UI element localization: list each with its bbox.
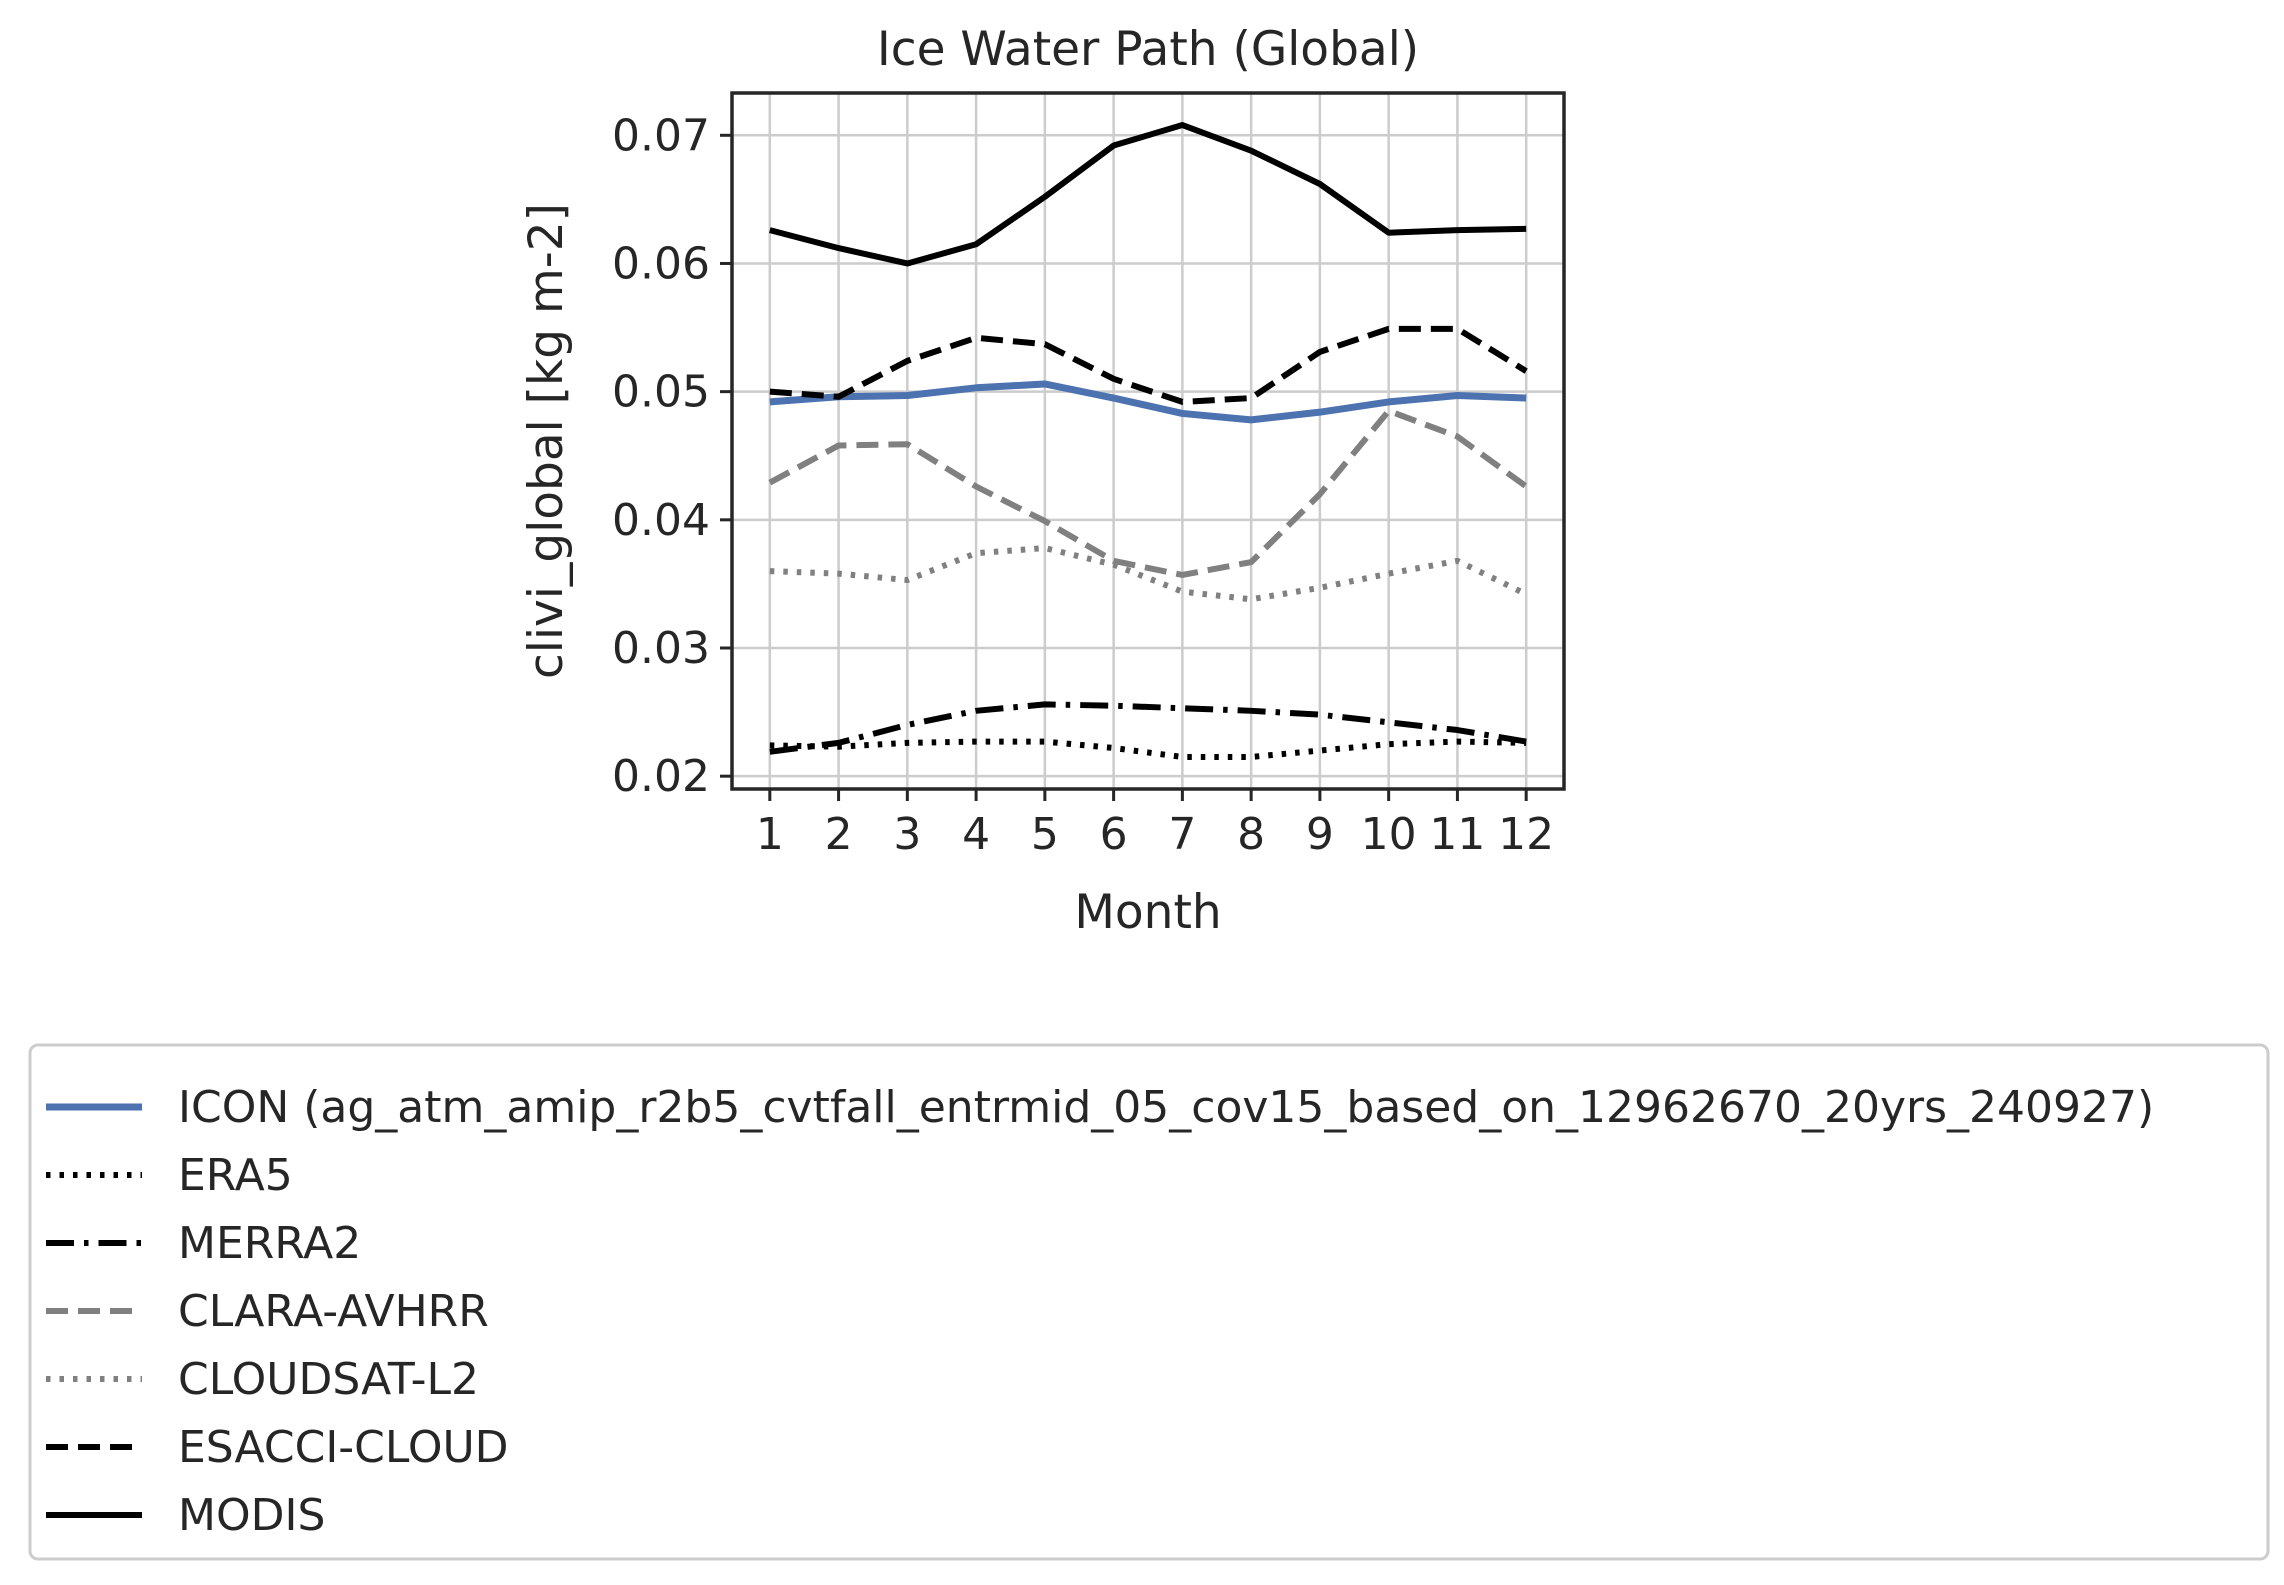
grid-lines <box>732 93 1564 789</box>
y-axis-label: clivi_global [kg m-2] <box>519 203 574 679</box>
x-tick-label: 12 <box>1498 809 1554 860</box>
x-tick-label: 8 <box>1237 809 1265 860</box>
series-line-cloudsat-l2 <box>769 545 1528 603</box>
x-tick-label: 10 <box>1361 809 1417 860</box>
y-tick-label: 0.07 <box>612 110 710 161</box>
x-tick-label: 1 <box>756 809 784 860</box>
y-tick-label: 0.05 <box>612 367 710 418</box>
legend-label-modis: MODIS <box>178 1490 325 1541</box>
y-tick-label: 0.04 <box>612 495 710 546</box>
x-tick-label: 3 <box>893 809 921 860</box>
x-tick-label: 6 <box>1100 809 1128 860</box>
x-tick-label: 2 <box>825 809 853 860</box>
series-line-merra2 <box>769 701 1527 755</box>
series-line-clara-avhrr <box>768 407 1528 578</box>
y-tick-label: 0.03 <box>612 623 710 674</box>
x-tick-label: 4 <box>962 809 990 860</box>
x-axis-label: Month <box>1074 885 1221 940</box>
legend-label-icon: ICON (ag_atm_amip_r2b5_cvtfall_entrmid_0… <box>178 1082 2154 1133</box>
y-tick-label: 0.06 <box>612 238 710 289</box>
legend-label-cloudsat-l2: CLOUDSAT-L2 <box>178 1354 479 1405</box>
y-tick-label: 0.02 <box>612 751 710 802</box>
legend-box <box>28 1043 2270 1561</box>
plot-frame <box>730 91 1566 791</box>
x-tick-label: 5 <box>1031 809 1059 860</box>
x-tick-label: 11 <box>1429 809 1485 860</box>
legend-label-esacci-cloud: ESACCI-CLOUD <box>178 1422 509 1473</box>
y-axis-ticks: 0.02 0.03 0.04 0.05 0.06 0.07 <box>612 110 732 802</box>
x-tick-label: 7 <box>1168 809 1196 860</box>
series-line-icon <box>769 380 1527 424</box>
series-line-era5 <box>769 738 1527 760</box>
x-tick-label: 9 <box>1306 809 1334 860</box>
series-lines <box>768 122 1528 760</box>
series-line-modis <box>769 122 1527 267</box>
chart-title: Ice Water Path (Global) <box>877 22 1419 77</box>
legend-label-clara-avhrr: CLARA-AVHRR <box>178 1286 489 1337</box>
legend: ICON (ag_atm_amip_r2b5_cvtfall_entrmid_0… <box>28 1043 2270 1561</box>
series-line-esacci-cloud <box>769 325 1528 405</box>
x-axis-ticks: 1 2 3 4 5 6 7 8 9 10 11 12 <box>756 789 1554 860</box>
legend-label-era5: ERA5 <box>178 1150 293 1201</box>
legend-label-merra2: MERRA2 <box>178 1218 361 1269</box>
